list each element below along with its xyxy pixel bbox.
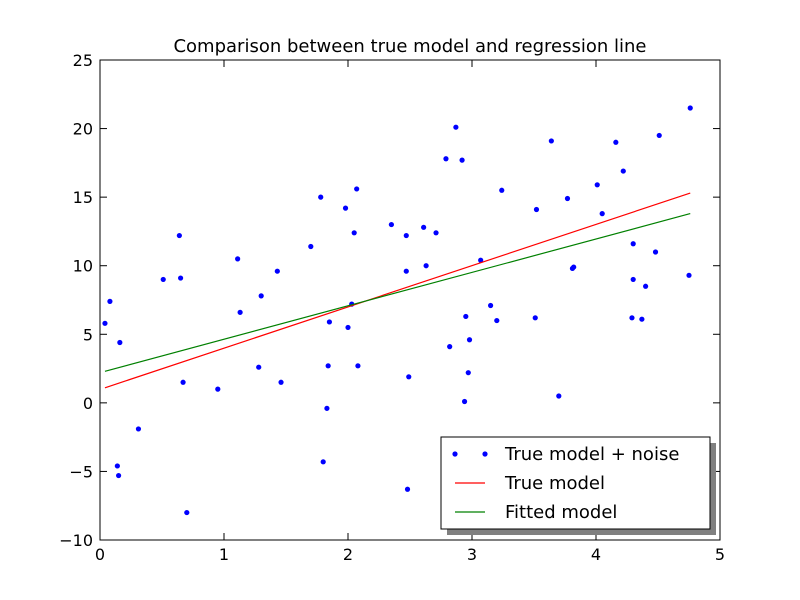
- data-point: [178, 275, 184, 281]
- data-point: [652, 249, 659, 255]
- data-point: [180, 379, 186, 385]
- y-tick-label: 10: [73, 257, 93, 276]
- data-point: [687, 105, 693, 111]
- legend: True model + noise True model Fitted model: [440, 436, 716, 535]
- data-point: [117, 339, 123, 346]
- data-point: [453, 124, 459, 130]
- data-point: [465, 370, 471, 376]
- data-point: [256, 364, 262, 370]
- data-point: [351, 230, 357, 236]
- legend-point-marker: [452, 451, 458, 457]
- legend-label: True model: [504, 473, 605, 494]
- data-point: [499, 187, 505, 193]
- data-point: [324, 405, 330, 411]
- data-point: [630, 241, 636, 247]
- legend-point-marker: [482, 451, 488, 457]
- data-point: [656, 132, 662, 139]
- data-point: [630, 276, 636, 283]
- data-point: [620, 168, 626, 174]
- data-point: [215, 386, 221, 392]
- data-point: [643, 283, 649, 289]
- data-point: [599, 211, 605, 217]
- data-point: [443, 156, 449, 162]
- data-point: [686, 272, 692, 278]
- data-point: [406, 374, 412, 380]
- series-line-1: [104, 192, 691, 389]
- data-point: [639, 316, 645, 322]
- data-point: [102, 320, 108, 326]
- data-point: [184, 509, 190, 516]
- y-tick-label: −5: [69, 462, 93, 481]
- chart-title: Comparison between true model and regres…: [173, 36, 646, 57]
- data-point: [308, 243, 314, 250]
- axis-ticks: 0 1 2 3 4 5 −10 −5 0 5 10 15 20 25: [59, 51, 725, 564]
- data-point: [354, 186, 360, 192]
- data-point: [355, 363, 361, 369]
- y-tick-label: −10: [59, 531, 93, 550]
- x-tick-label: 4: [591, 545, 601, 564]
- data-point: [326, 319, 332, 325]
- data-point: [404, 486, 411, 492]
- data-point: [388, 221, 394, 228]
- data-point: [320, 459, 326, 465]
- data-point: [466, 337, 473, 343]
- data-point: [433, 230, 439, 236]
- data-point: [478, 257, 484, 263]
- x-tick-label: 2: [343, 545, 353, 564]
- y-tick-label: 0: [83, 394, 93, 413]
- data-point: [135, 426, 142, 432]
- data-point: [447, 344, 453, 350]
- data-point: [533, 206, 540, 213]
- data-point: [548, 138, 554, 144]
- data-point: [463, 313, 469, 320]
- data-point: [403, 232, 409, 239]
- x-tick-label: 0: [95, 545, 105, 564]
- data-point: [107, 298, 113, 304]
- y-tick-label: 20: [73, 120, 93, 139]
- data-point: [342, 205, 349, 211]
- data-point: [556, 393, 562, 399]
- data-point: [532, 315, 538, 321]
- data-point: [237, 309, 243, 315]
- legend-label: True model + noise: [504, 444, 679, 465]
- data-point: [318, 194, 324, 200]
- data-point: [403, 268, 409, 274]
- y-tick-label: 15: [73, 188, 93, 207]
- data-point: [421, 224, 427, 230]
- legend-label: Fitted model: [505, 502, 617, 523]
- data-point: [613, 139, 619, 145]
- data-point: [345, 324, 351, 331]
- data-point: [488, 302, 494, 309]
- data-point: [594, 182, 600, 188]
- data-point: [114, 463, 120, 469]
- series-line-2: [104, 213, 691, 372]
- plot-frame: [99, 59, 721, 541]
- data-point: [564, 195, 571, 202]
- data-point: [423, 263, 429, 269]
- data-point: [325, 363, 331, 369]
- data-point: [274, 268, 280, 274]
- data-point: [459, 157, 465, 163]
- plot-layer: [102, 105, 693, 516]
- y-tick-label: 5: [83, 325, 93, 344]
- data-point: [629, 315, 635, 321]
- y-tick-label: 25: [73, 51, 93, 70]
- data-point: [258, 293, 264, 299]
- data-point: [116, 472, 122, 479]
- x-tick-label: 1: [219, 545, 229, 564]
- data-point: [160, 276, 166, 283]
- data-point: [278, 379, 284, 385]
- data-point: [235, 256, 241, 262]
- x-tick-label: 5: [715, 545, 725, 564]
- data-point: [571, 264, 577, 270]
- data-point: [176, 232, 182, 239]
- data-point: [461, 398, 468, 405]
- data-point: [494, 317, 500, 324]
- x-tick-label: 3: [467, 545, 477, 564]
